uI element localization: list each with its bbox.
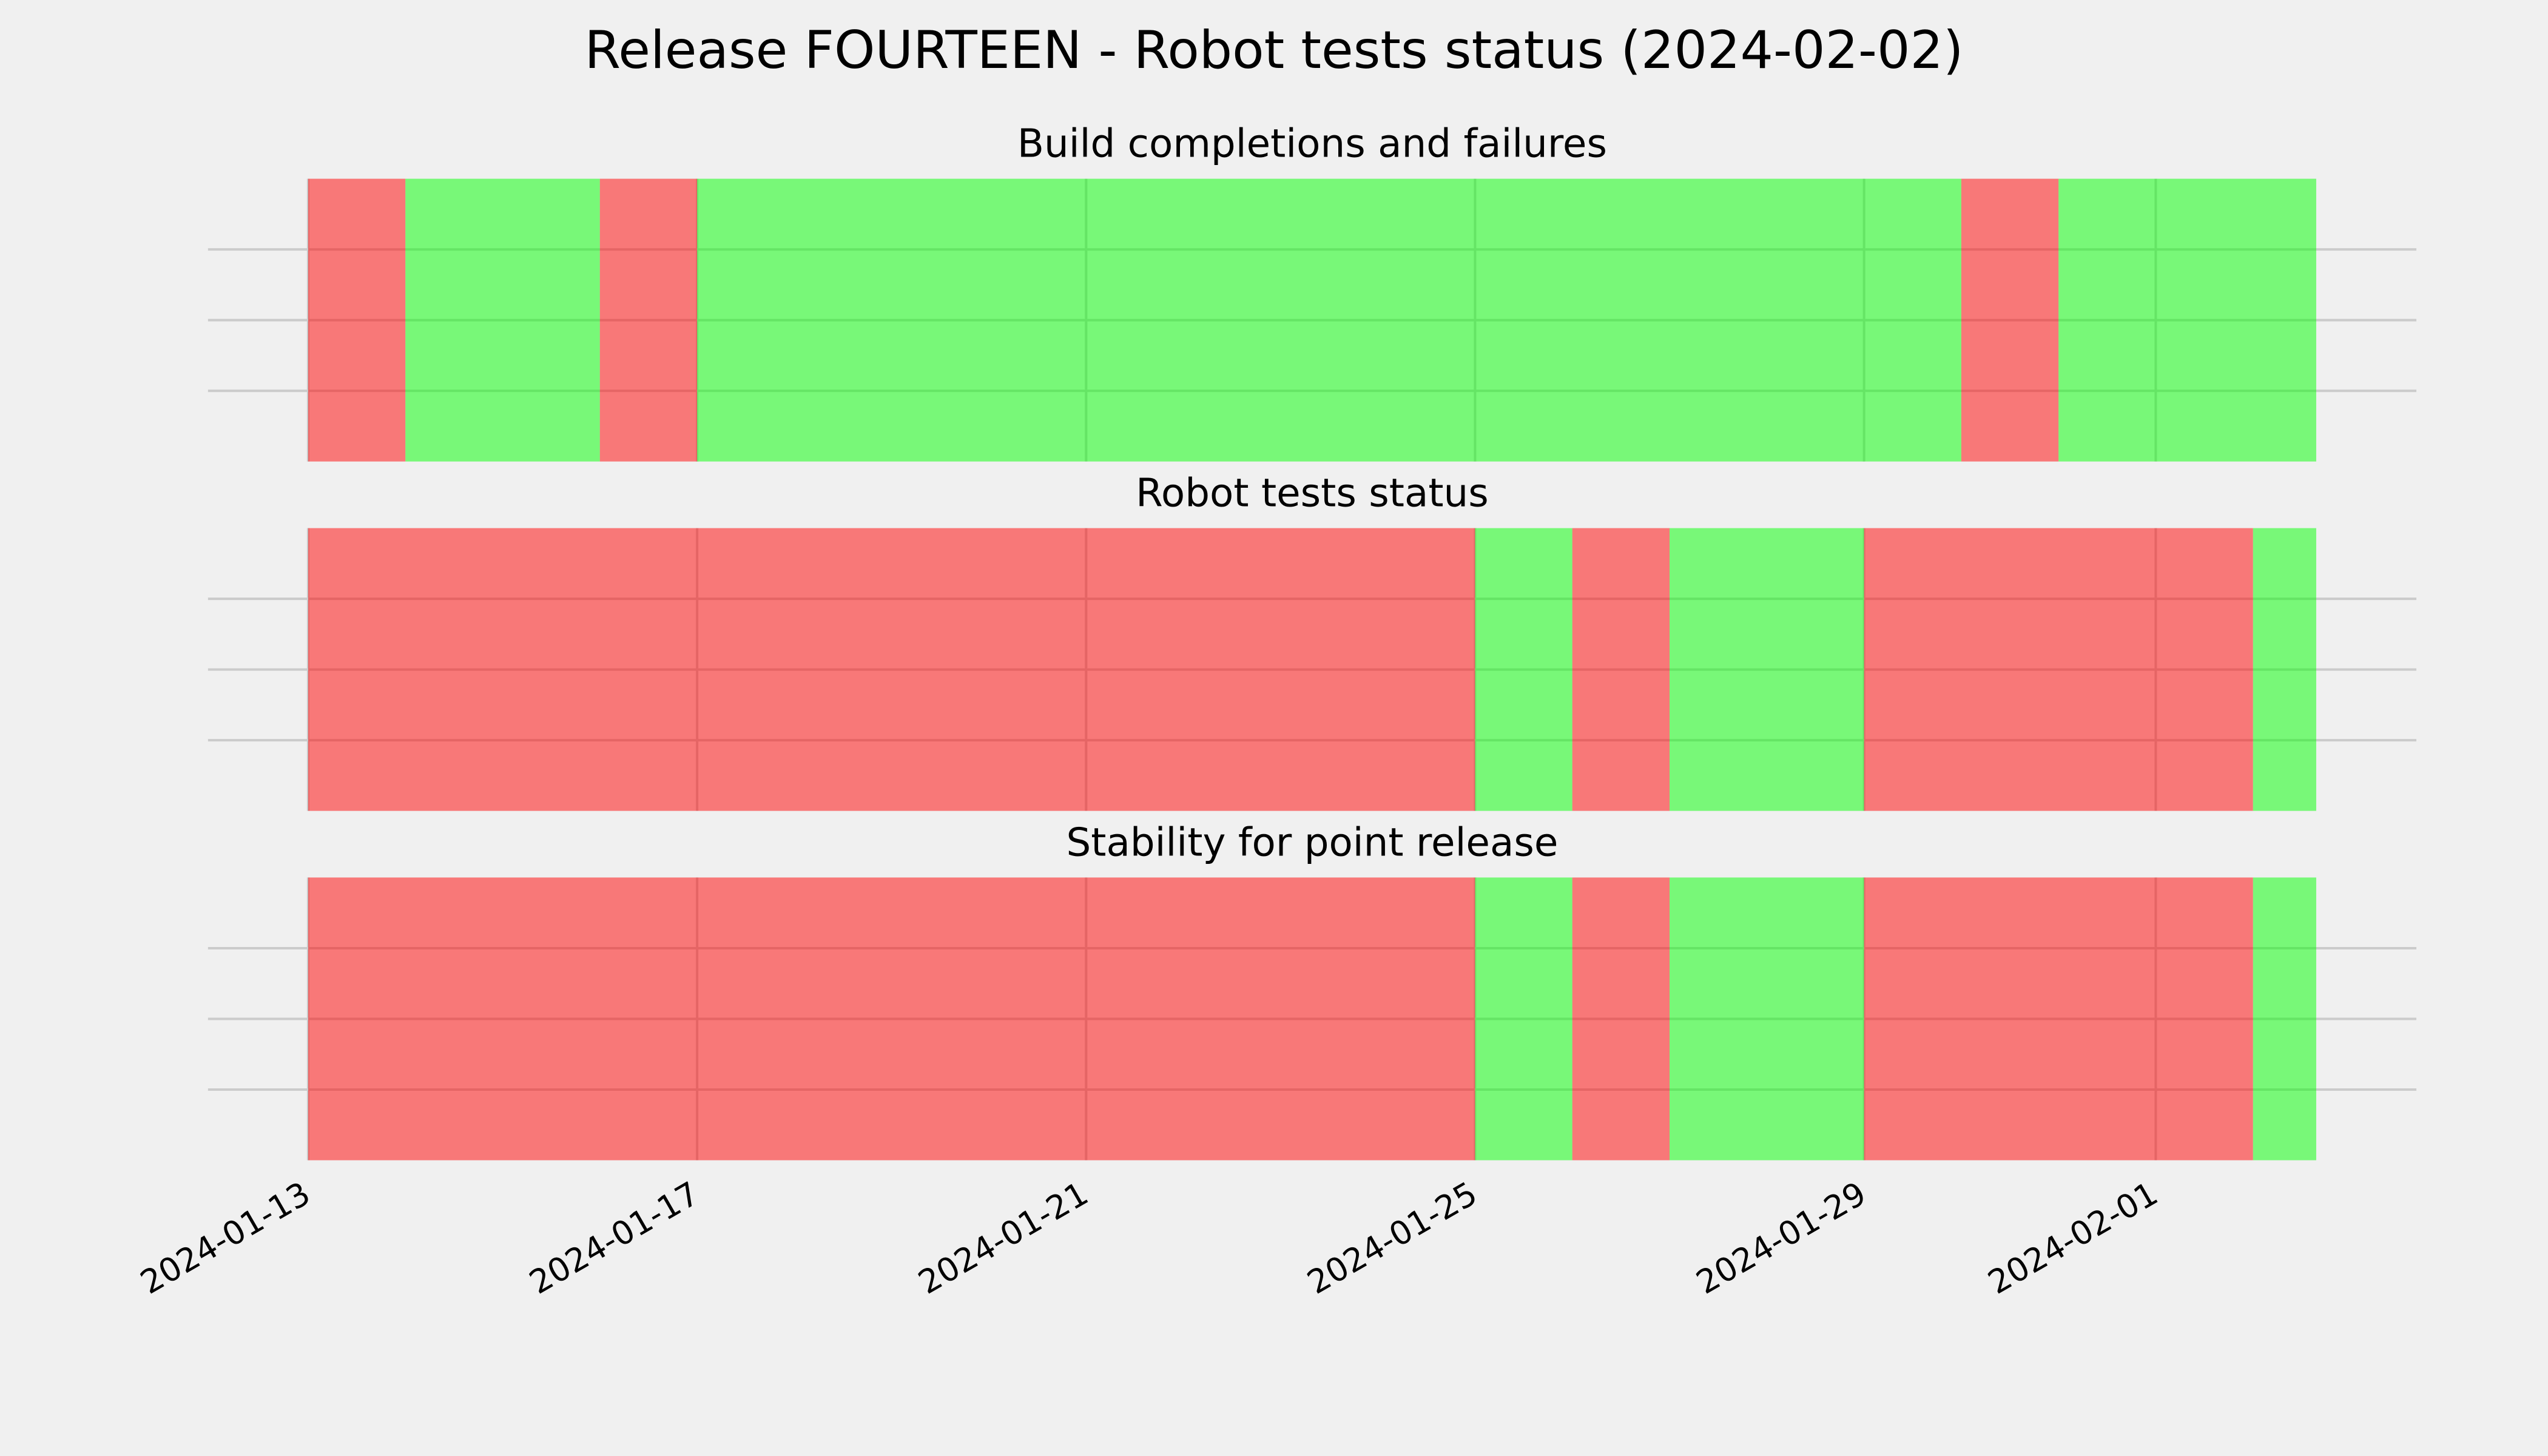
status-segment — [599, 178, 698, 462]
status-segment — [1864, 528, 2253, 811]
status-segment — [308, 178, 406, 462]
status-segment — [1572, 528, 1670, 811]
panel-title: Stability for point release — [1067, 820, 1559, 865]
panel-title: Build completions and failures — [1017, 121, 1607, 167]
status-segment — [405, 178, 600, 462]
status-segment — [1670, 528, 1864, 811]
status-segment — [308, 528, 1475, 811]
status-segment — [2058, 178, 2316, 462]
status-segment — [1475, 877, 1572, 1161]
chart-title: Release FOURTEEN - Robot tests status (2… — [585, 20, 1964, 81]
status-segment — [308, 877, 1475, 1161]
status-segment — [1670, 877, 1864, 1161]
status-segment — [1572, 877, 1670, 1161]
status-segment — [2253, 877, 2316, 1161]
status-segment — [1475, 528, 1572, 811]
panel-title: Robot tests status — [1136, 471, 1489, 516]
status-segment — [1864, 877, 2253, 1161]
status-segment — [1961, 178, 2059, 462]
status-segment — [2253, 528, 2316, 811]
status-segment — [697, 178, 1961, 462]
